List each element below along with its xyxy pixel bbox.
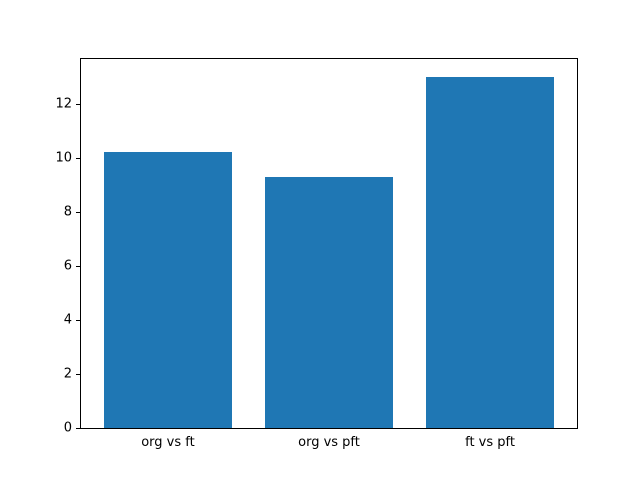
y-tick-mark bbox=[76, 103, 80, 105]
x-tick-label: org vs pft bbox=[298, 435, 360, 450]
y-tick-mark bbox=[76, 373, 80, 375]
y-tick-label: 12 bbox=[55, 96, 72, 112]
y-tick-label: 6 bbox=[63, 258, 72, 274]
y-tick-label: 8 bbox=[63, 204, 72, 220]
y-tick-label: 4 bbox=[63, 312, 72, 328]
y-tick-label: 10 bbox=[55, 150, 72, 166]
y-tick-mark bbox=[76, 211, 80, 213]
y-tick-mark bbox=[76, 319, 80, 321]
y-tick-mark bbox=[76, 265, 80, 267]
bar bbox=[103, 152, 233, 428]
bar bbox=[425, 76, 555, 428]
y-tick-label: 2 bbox=[63, 366, 72, 382]
x-tick-label: ft vs pft bbox=[465, 435, 515, 450]
plot-area bbox=[80, 58, 578, 429]
y-tick-mark bbox=[76, 428, 80, 429]
y-tick-mark bbox=[76, 157, 80, 159]
bar bbox=[264, 176, 394, 428]
x-tick-label: org vs ft bbox=[141, 435, 195, 450]
y-tick-label: 0 bbox=[63, 420, 72, 436]
